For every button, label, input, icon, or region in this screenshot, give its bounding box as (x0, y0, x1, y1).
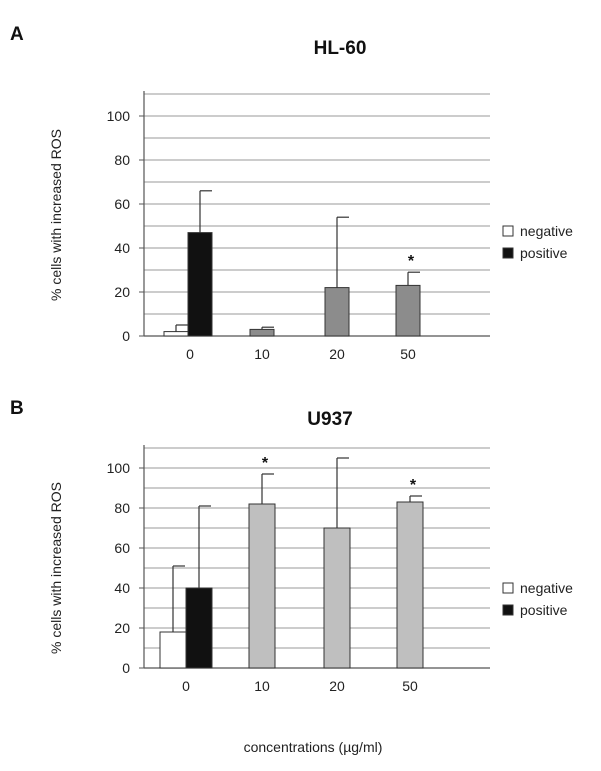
panel-a-title: HL-60 (314, 38, 367, 59)
y-tick-label: 80 (114, 500, 130, 516)
y-tick-label: 40 (114, 240, 130, 256)
x-tick-label: 10 (254, 346, 270, 362)
y-tick-label: 80 (114, 152, 130, 168)
bar (324, 287, 350, 337)
bar (248, 503, 276, 669)
y-tick-label: 0 (122, 328, 130, 344)
significance-marker: * (410, 477, 417, 494)
bar (396, 501, 424, 669)
y-tick-label: 100 (107, 460, 131, 476)
bar (395, 284, 421, 337)
bar (159, 631, 187, 669)
y-tick-label: 100 (107, 108, 131, 124)
bar (249, 328, 275, 337)
x-tick-label: 50 (402, 678, 418, 694)
x-tick-label: 50 (400, 346, 416, 362)
y-tick-label: 20 (114, 284, 130, 300)
x-tick-label: 0 (186, 346, 194, 362)
bar (187, 232, 213, 337)
y-tick-label: 60 (114, 540, 130, 556)
panel-b: B U937 % cells with increased ROS 0 20 40 6… (10, 398, 573, 694)
legend-label: negative (520, 223, 573, 239)
significance-marker: * (262, 455, 269, 472)
panel-b-letter: B (10, 398, 24, 419)
y-tick-label: 60 (114, 196, 130, 212)
legend-swatch (502, 604, 514, 616)
panel-a-letter: A (10, 24, 24, 45)
bar (163, 331, 189, 337)
legend-label: negative (520, 580, 573, 596)
panel-a: A HL-60 % cells with increased ROS 0 20 40… (10, 24, 573, 362)
x-tick-label: 20 (329, 678, 345, 694)
panel-a-ylabel: % cells with increased ROS (48, 129, 64, 301)
legend-swatch (502, 225, 514, 237)
x-axis-label: concentrations (µg/ml) (244, 739, 383, 755)
significance-marker: * (408, 253, 415, 270)
panel-b-ylabel: % cells with increased ROS (48, 482, 64, 654)
legend-label: positive (520, 245, 568, 261)
legend-swatch (502, 247, 514, 259)
x-tick-label: 20 (329, 346, 345, 362)
bar (185, 587, 213, 669)
x-tick-label: 0 (182, 678, 190, 694)
panel-b-title: U937 (307, 409, 352, 430)
bar (323, 527, 351, 669)
y-tick-label: 0 (122, 660, 130, 676)
x-tick-label: 10 (254, 678, 270, 694)
y-tick-label: 40 (114, 580, 130, 596)
legend-swatch (502, 582, 514, 594)
legend-label: positive (520, 602, 568, 618)
y-tick-label: 20 (114, 620, 130, 636)
